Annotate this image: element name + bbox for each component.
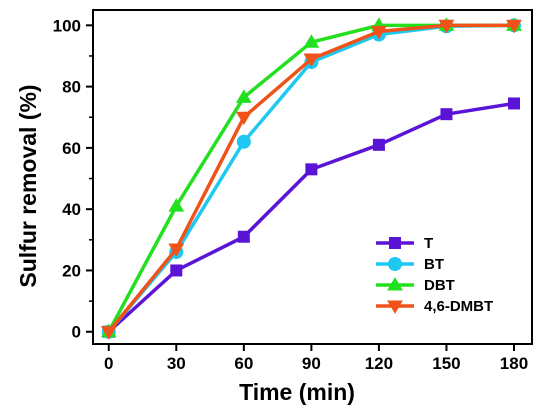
data-point (303, 34, 320, 48)
data-point (440, 108, 453, 121)
y-axis-ticks: 0 20 40 60 80 100 (53, 16, 93, 342)
series-4-6-dmbt (100, 19, 522, 340)
legend-swatch-marker (389, 237, 401, 249)
series-layer (100, 17, 522, 340)
legend-label: BT (424, 256, 444, 273)
legend: T BT DBT 4,6-DMBT (376, 235, 493, 315)
data-point (236, 134, 251, 149)
data-point (372, 138, 385, 151)
x-tick-label: 60 (234, 354, 253, 373)
y-tick-label: 60 (62, 139, 81, 158)
data-point (235, 89, 252, 103)
legend-swatch-marker (388, 257, 402, 271)
y-tick-label: 80 (62, 78, 81, 97)
legend-item: BT (376, 256, 444, 273)
data-point (100, 326, 117, 340)
y-tick-label: 20 (62, 261, 81, 280)
x-tick-label: 90 (302, 354, 321, 373)
legend-label: 4,6-DMBT (424, 298, 493, 315)
legend-label: DBT (424, 277, 455, 294)
legend-item: 4,6-DMBT (376, 298, 493, 315)
plot-frame (92, 9, 533, 345)
data-point (438, 19, 455, 34)
y-axis-title: Sulfur removal (%) (15, 84, 41, 287)
x-tick-label: 180 (500, 354, 528, 373)
plot-border (92, 9, 533, 345)
legend-item: DBT (376, 277, 455, 294)
x-tick-label: 150 (432, 354, 460, 373)
data-point (506, 19, 522, 34)
y-tick-label: 40 (62, 200, 81, 219)
x-tick-label: 0 (104, 354, 113, 373)
x-tick-label: 120 (365, 354, 393, 373)
data-point (237, 230, 250, 243)
data-point (168, 243, 185, 257)
legend-item: T (376, 235, 433, 252)
data-point (507, 97, 520, 110)
data-point (168, 198, 185, 212)
x-axis-title: Time (min) (239, 379, 355, 405)
y-tick-label: 100 (53, 16, 81, 35)
y-tick-label: 0 (72, 323, 81, 342)
legend-swatch-marker (387, 300, 403, 314)
legend-label: T (424, 235, 433, 252)
x-tick-label: 30 (167, 354, 186, 373)
data-point (371, 25, 387, 40)
data-point (235, 111, 252, 126)
data-point (170, 264, 183, 277)
data-point (303, 53, 320, 67)
x-axis-ticks: 0 30 60 90 120 150 180 (104, 344, 528, 373)
data-point (305, 163, 318, 176)
legend-swatch-marker (387, 277, 403, 291)
